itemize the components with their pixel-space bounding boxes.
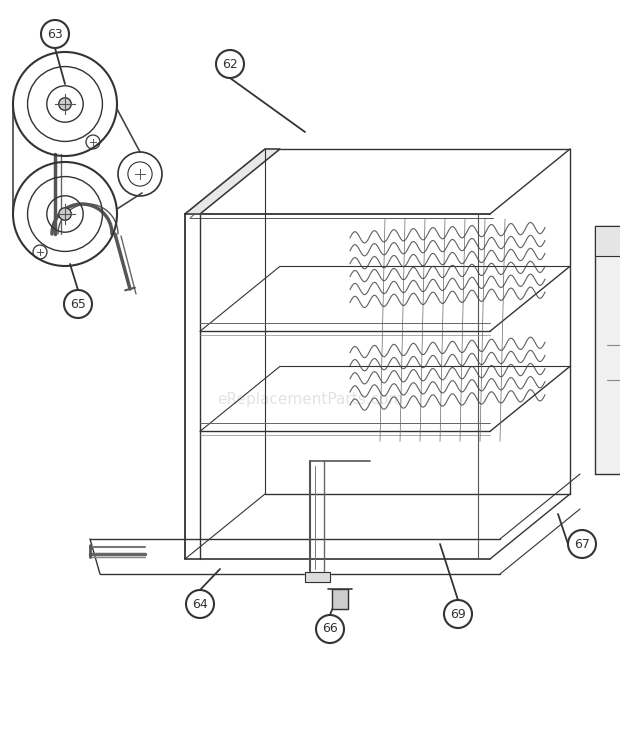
Polygon shape (305, 572, 330, 582)
Circle shape (59, 208, 71, 220)
Text: 67: 67 (574, 537, 590, 551)
Circle shape (568, 530, 596, 558)
Circle shape (41, 20, 69, 48)
Text: 65: 65 (70, 298, 86, 310)
Circle shape (64, 290, 92, 318)
Circle shape (316, 615, 344, 643)
Text: eReplacementParts.com: eReplacementParts.com (217, 391, 403, 406)
Circle shape (186, 590, 214, 618)
Circle shape (216, 50, 244, 78)
Polygon shape (595, 225, 620, 474)
Text: 69: 69 (450, 608, 466, 620)
Text: 62: 62 (222, 57, 238, 71)
Polygon shape (595, 225, 620, 256)
Text: 64: 64 (192, 597, 208, 611)
Text: 63: 63 (47, 28, 63, 40)
Polygon shape (185, 149, 280, 214)
Circle shape (59, 97, 71, 110)
Circle shape (444, 600, 472, 628)
Polygon shape (332, 589, 348, 609)
Text: 66: 66 (322, 623, 338, 635)
